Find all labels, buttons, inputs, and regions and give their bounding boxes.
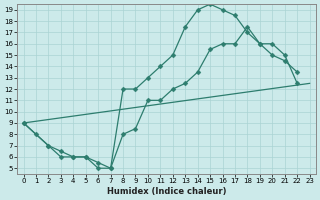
- X-axis label: Humidex (Indice chaleur): Humidex (Indice chaleur): [107, 187, 226, 196]
